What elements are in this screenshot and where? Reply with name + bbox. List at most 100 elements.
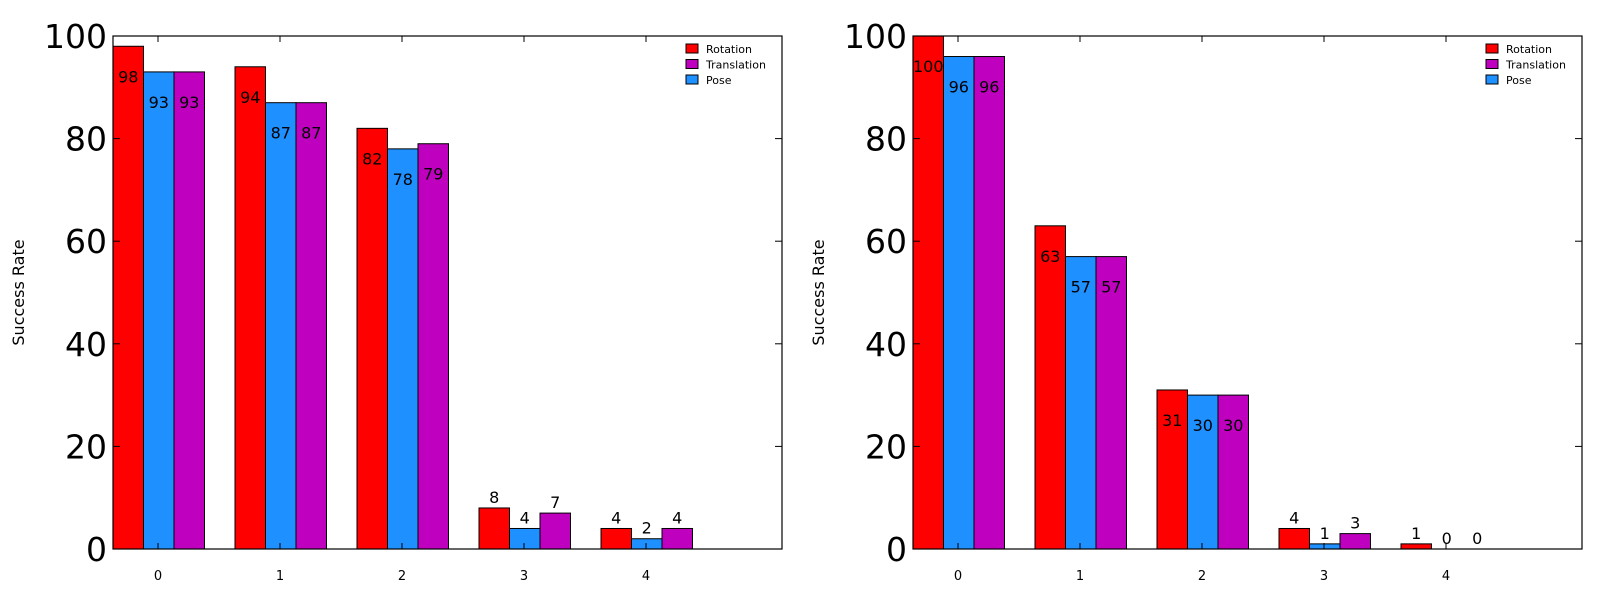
bar-value-label: 4 — [520, 508, 530, 527]
legend-swatch-translation — [1485, 59, 1499, 69]
bar-rotation-2 — [356, 127, 388, 550]
y-tick-label: 80 — [65, 120, 107, 159]
bar-value-label: 63 — [1040, 247, 1060, 266]
y-tick-label: 20 — [865, 427, 907, 466]
bar-pose-4 — [631, 538, 663, 550]
bar-value-label: 82 — [362, 149, 382, 168]
legend-label-pose: Pose — [706, 74, 732, 87]
x-tick-label: 1 — [1076, 569, 1084, 584]
legend: Rotation Translation Pose — [685, 43, 766, 87]
y-tick-label: 0 — [86, 530, 107, 569]
y-tick-label: 100 — [44, 17, 107, 56]
bar-value-label: 98 — [118, 67, 138, 86]
x-tick-label: 3 — [520, 569, 528, 584]
bar-rotation-4 — [1400, 543, 1432, 550]
bar-pose-3 — [1309, 543, 1341, 550]
bar-value-label: 78 — [393, 170, 413, 189]
plot-frame — [112, 35, 783, 550]
bar-value-label: 30 — [1223, 416, 1243, 435]
bar-value-label: 0 — [1442, 529, 1452, 548]
bar-translation-4 — [661, 527, 693, 550]
bar-translation-3 — [1339, 533, 1371, 550]
legend-label-pose: Pose — [1506, 74, 1532, 87]
bar-rotation-1 — [1034, 225, 1066, 550]
y-tick-label: 20 — [65, 427, 107, 466]
bar-pose-3 — [509, 527, 541, 550]
bar-pose-2 — [1187, 394, 1219, 550]
bar-value-label: 30 — [1193, 416, 1213, 435]
bar-rotation-0 — [912, 35, 944, 550]
bar-value-label: 8 — [489, 488, 499, 507]
legend-swatch-pose — [1485, 74, 1499, 85]
bar-value-label: 96 — [979, 78, 999, 97]
bar-translation-2 — [417, 143, 449, 550]
plot-frame — [912, 35, 1583, 550]
bar-translation-2 — [1217, 394, 1249, 550]
bar-value-label: 1 — [1411, 524, 1421, 543]
bar-pose-0 — [143, 71, 175, 550]
bar-value-label: 3 — [1350, 514, 1360, 533]
bar-value-label: 87 — [301, 124, 321, 143]
x-tick-label: 3 — [1320, 569, 1328, 584]
bar-translation-3 — [539, 512, 571, 550]
bar-value-label: 31 — [1162, 411, 1182, 430]
x-tick-label: 4 — [1442, 569, 1450, 584]
bar-value-label: 93 — [179, 93, 199, 112]
x-tick-label: 2 — [398, 569, 406, 584]
legend-swatch-translation — [685, 59, 699, 69]
x-tick-label: 2 — [1198, 569, 1206, 584]
legend-label-rotation: Rotation — [706, 43, 752, 56]
bar-rotation-4 — [600, 527, 632, 550]
bar-rotation-1 — [234, 66, 266, 550]
y-tick-label: 100 — [844, 17, 907, 56]
legend-swatch-rotation — [1485, 43, 1499, 54]
legend-label-rotation: Rotation — [1506, 43, 1552, 56]
x-tick-label: 1 — [276, 569, 284, 584]
bar-pose-1 — [1065, 256, 1097, 550]
bar-value-label: 2 — [642, 519, 652, 538]
y-axis-label: Success Rate — [809, 239, 828, 345]
bar-value-label: 87 — [271, 124, 291, 143]
x-tick-label: 0 — [954, 569, 962, 584]
y-tick-label: 80 — [865, 120, 907, 159]
legend: Rotation Translation Pose — [1485, 43, 1566, 87]
x-tick-label: 4 — [642, 569, 650, 584]
bar-translation-1 — [1095, 256, 1127, 550]
y-tick-label: 40 — [865, 325, 907, 364]
bar-value-label: 4 — [611, 508, 621, 527]
legend-label-translation: Translation — [705, 59, 766, 72]
y-tick-label: 40 — [65, 325, 107, 364]
bar-value-label: 7 — [550, 493, 560, 512]
legend-swatch-pose — [685, 74, 699, 85]
bar-value-label: 96 — [949, 78, 969, 97]
bar-translation-1 — [295, 102, 327, 550]
legend-swatch-rotation — [685, 43, 699, 54]
y-tick-label: 0 — [886, 530, 907, 569]
bar-value-label: 93 — [149, 93, 169, 112]
bar-translation-0 — [173, 71, 205, 550]
bar-value-label: 57 — [1071, 278, 1091, 297]
bar-rotation-3 — [478, 507, 510, 550]
y-axis-label: Success Rate — [9, 239, 28, 345]
y-tick-label: 60 — [865, 222, 907, 261]
bar-value-label: 100 — [913, 57, 944, 76]
bar-value-label: 79 — [423, 165, 443, 184]
bar-pose-1 — [265, 102, 297, 550]
bar-value-label: 1 — [1320, 524, 1330, 543]
bar-value-label: 94 — [240, 88, 260, 107]
bar-translation-0 — [973, 56, 1005, 550]
bar-value-label: 4 — [1289, 508, 1299, 527]
x-tick-label: 0 — [154, 569, 162, 584]
bar-value-label: 57 — [1101, 278, 1121, 297]
bar-rotation-3 — [1278, 527, 1310, 550]
bar-pose-2 — [387, 148, 419, 550]
bar-value-label: 0 — [1472, 529, 1482, 548]
legend-label-translation: Translation — [1505, 59, 1566, 72]
bar-rotation-0 — [112, 45, 144, 550]
y-tick-label: 60 — [65, 222, 107, 261]
bar-pose-0 — [943, 56, 975, 550]
